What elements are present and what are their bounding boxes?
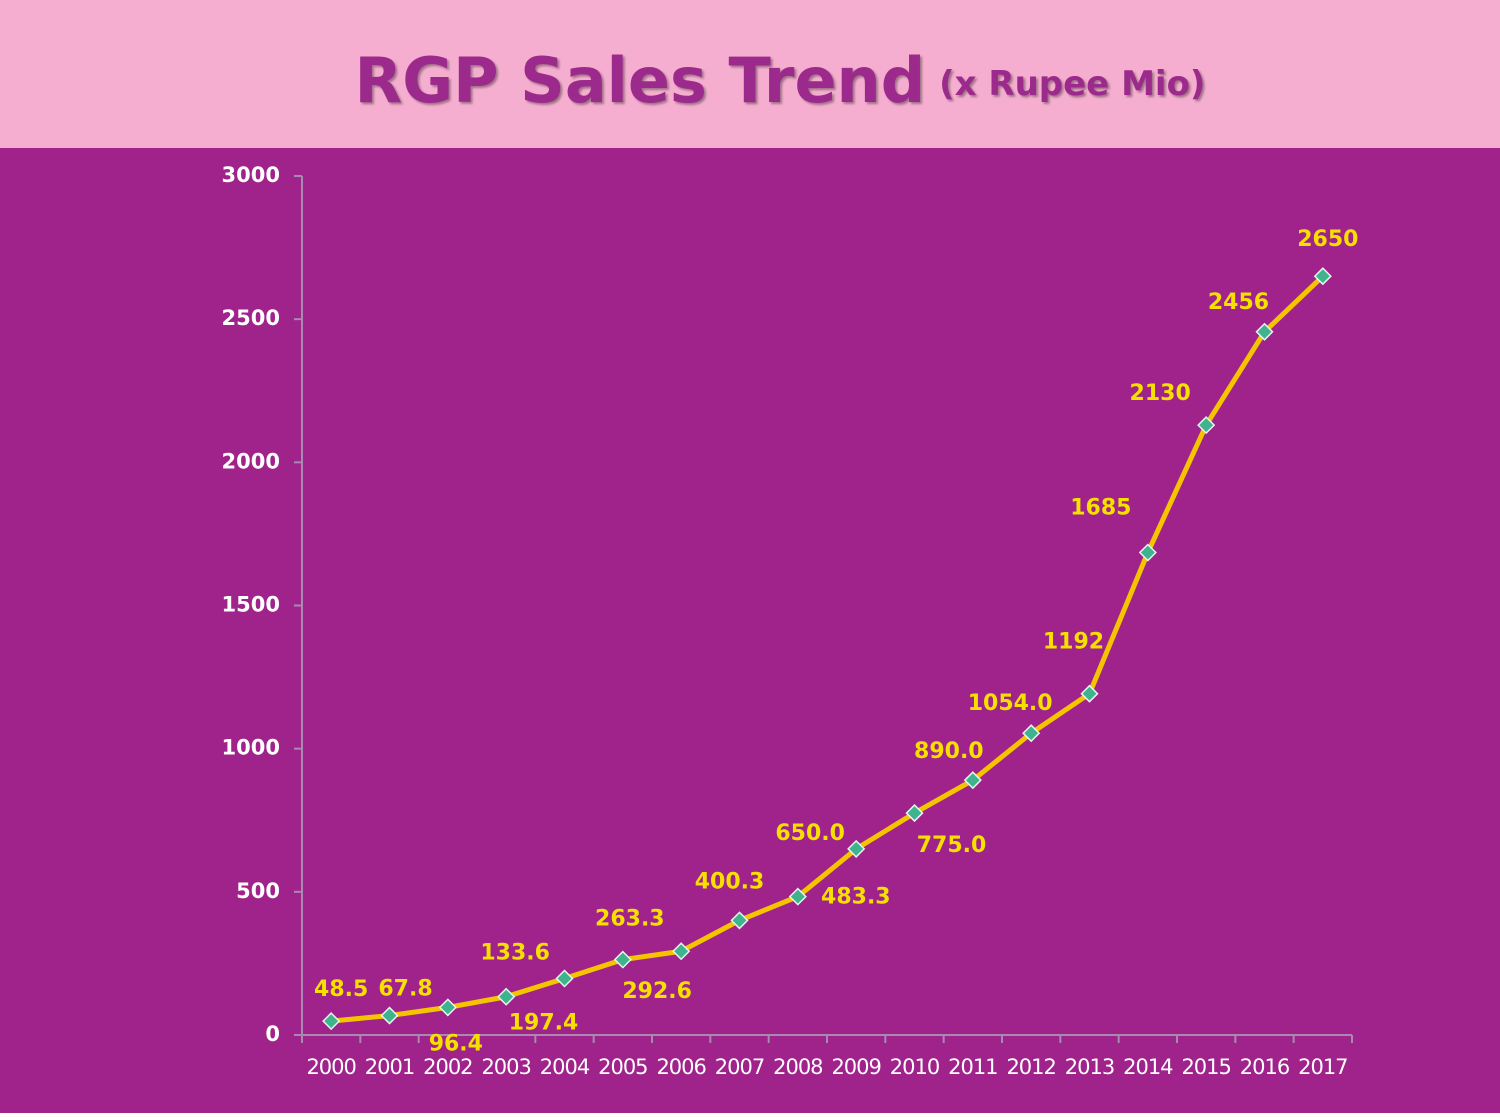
x-tick-label: 2017: [1298, 1055, 1347, 1079]
data-point: [788, 887, 807, 906]
x-tick-label: 2011: [948, 1055, 997, 1079]
value-label: 1685: [1070, 496, 1131, 521]
value-label: 96.4: [429, 1031, 483, 1056]
value-label: 400.3: [695, 869, 765, 894]
data-point: [322, 1012, 341, 1031]
y-tick-label: 3000: [222, 163, 280, 187]
y-tick-label: 0: [265, 1022, 280, 1046]
data-point: [1197, 416, 1216, 435]
data-point: [1138, 543, 1157, 562]
data-point: [438, 998, 457, 1017]
data-point: [905, 804, 924, 823]
x-tick-label: 2006: [656, 1055, 706, 1079]
data-point: [613, 950, 632, 969]
x-tick-label: 2009: [831, 1055, 880, 1079]
x-tick-label: 2007: [715, 1055, 764, 1079]
x-tick-label: 2004: [540, 1055, 590, 1079]
x-tick-label: 2000: [306, 1055, 355, 1079]
value-label: 133.6: [480, 941, 550, 966]
value-label: 292.6: [622, 979, 692, 1004]
data-point: [555, 969, 574, 988]
chart-subtitle: (x Rupee Mio): [939, 64, 1205, 104]
x-tick-label: 2010: [890, 1055, 939, 1079]
y-tick-label: 1000: [222, 736, 280, 760]
x-tick-label: 2016: [1240, 1055, 1290, 1079]
x-tick-label: 2001: [365, 1055, 414, 1079]
data-point: [847, 839, 866, 858]
value-label: 1054.0: [968, 691, 1053, 716]
series-line: [330, 274, 1325, 1024]
data-point: [1255, 322, 1274, 341]
y-tick-label: 1500: [222, 593, 280, 617]
y-tick-label: 2500: [222, 306, 280, 330]
data-point: [380, 1006, 399, 1025]
data-point: [730, 911, 749, 930]
data-point: [1313, 267, 1332, 286]
data-point: [672, 942, 691, 961]
x-tick-label: 2014: [1123, 1055, 1173, 1079]
value-label: 890.0: [914, 739, 984, 764]
header: [0, 0, 1500, 148]
y-tick-label: 500: [236, 879, 280, 903]
x-tick-label: 2003: [481, 1055, 530, 1079]
x-tick-label: 2015: [1181, 1055, 1230, 1079]
value-label: 2650: [1297, 227, 1358, 252]
value-label: 483.3: [821, 885, 891, 910]
value-label: 48.5: [314, 977, 368, 1002]
value-label: 2130: [1130, 381, 1191, 406]
x-tick-label: 2012: [1006, 1055, 1055, 1079]
y-tick-label: 2000: [222, 449, 280, 473]
data-point: [1022, 724, 1041, 743]
value-label: 197.4: [509, 1010, 579, 1035]
chart-title: RGP Sales Trend: [355, 44, 926, 117]
value-label: 775.0: [917, 833, 987, 858]
x-tick-label: 2002: [423, 1055, 472, 1079]
value-label: 67.8: [378, 977, 432, 1002]
value-label: 2456: [1208, 290, 1269, 315]
x-tick-label: 2005: [598, 1055, 647, 1079]
data-point: [963, 771, 982, 790]
data-point: [1080, 684, 1099, 703]
value-label: 650.0: [775, 821, 845, 846]
value-label: 263.3: [595, 907, 665, 932]
data-point: [497, 987, 516, 1006]
x-tick-label: 2013: [1065, 1055, 1114, 1079]
x-tick-label: 2008: [773, 1055, 822, 1079]
value-label: 1192: [1043, 630, 1104, 655]
title-group: RGP Sales Trend (x Rupee Mio): [355, 44, 1206, 117]
